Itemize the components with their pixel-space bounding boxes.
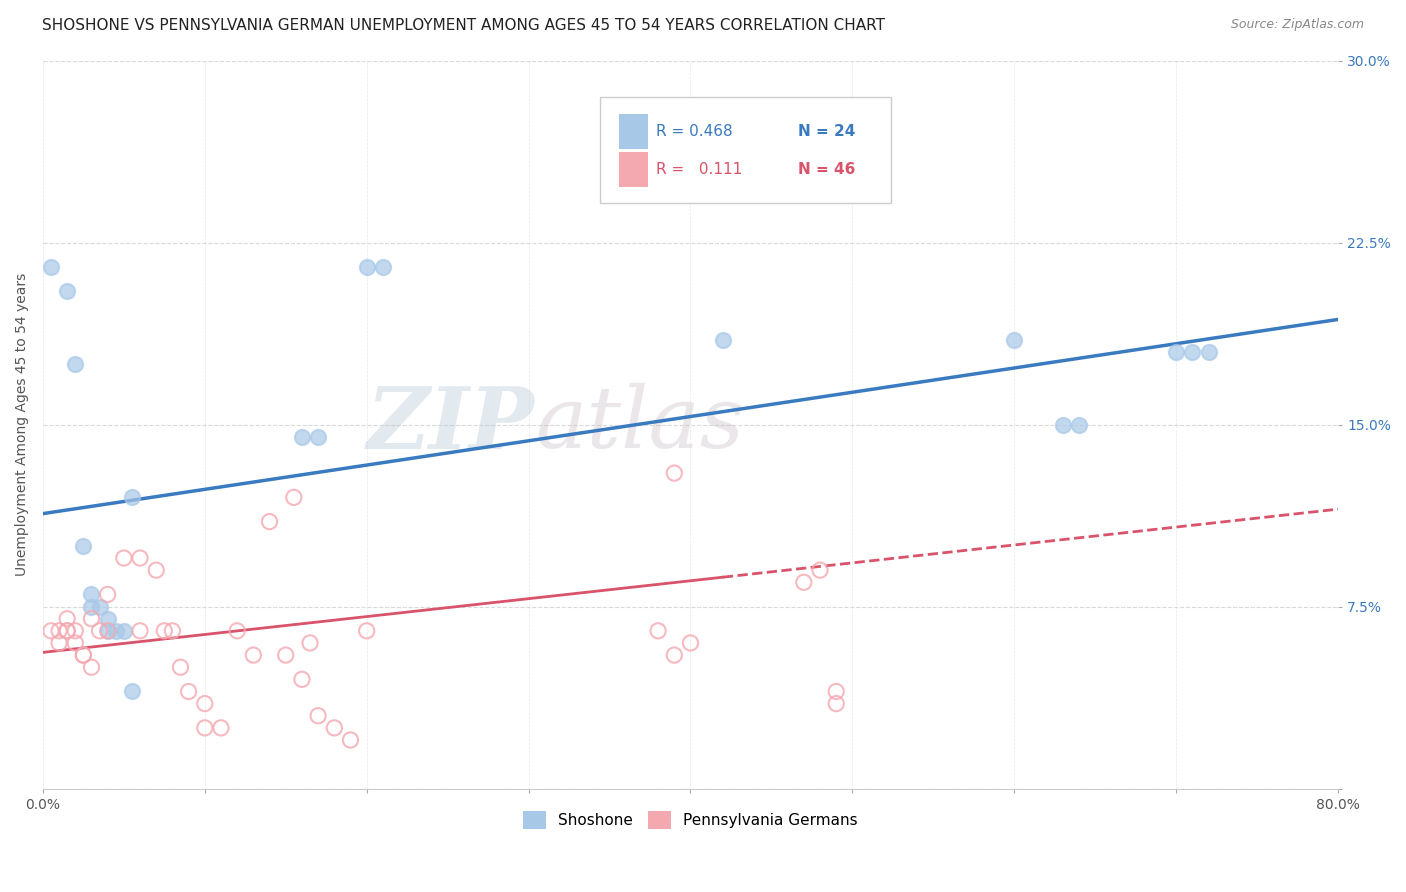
Text: Source: ZipAtlas.com: Source: ZipAtlas.com <box>1230 18 1364 31</box>
Point <box>664 648 686 662</box>
Point <box>299 636 322 650</box>
Point <box>153 624 176 638</box>
Point <box>56 624 79 638</box>
Point <box>48 636 70 650</box>
Point <box>80 587 103 601</box>
Point <box>145 563 167 577</box>
FancyBboxPatch shape <box>619 114 648 149</box>
Point <box>80 660 103 674</box>
Point <box>65 636 87 650</box>
Point <box>169 660 191 674</box>
Point <box>1067 417 1090 432</box>
Point <box>65 357 87 371</box>
Point <box>72 539 94 553</box>
Point <box>1198 344 1220 359</box>
Point <box>65 624 87 638</box>
Point <box>177 684 200 698</box>
Text: N = 24: N = 24 <box>799 124 855 139</box>
Text: R =   0.111: R = 0.111 <box>655 162 742 178</box>
Point <box>323 721 346 735</box>
Point <box>339 733 361 747</box>
Text: atlas: atlas <box>536 384 744 466</box>
Point <box>97 624 120 638</box>
Point <box>825 697 848 711</box>
Point <box>242 648 264 662</box>
Point <box>1166 344 1188 359</box>
Point <box>259 515 281 529</box>
Point <box>129 624 152 638</box>
Point <box>664 466 686 480</box>
Point <box>194 697 217 711</box>
Point <box>825 684 848 698</box>
Point <box>56 612 79 626</box>
Point <box>97 612 120 626</box>
Point <box>72 648 94 662</box>
Point <box>679 636 702 650</box>
Point <box>80 612 103 626</box>
Point <box>56 284 79 298</box>
Legend: Shoshone, Pennsylvania Germans: Shoshone, Pennsylvania Germans <box>517 805 865 836</box>
Point <box>48 624 70 638</box>
Point <box>1181 344 1204 359</box>
Point <box>1002 333 1025 347</box>
Text: SHOSHONE VS PENNSYLVANIA GERMAN UNEMPLOYMENT AMONG AGES 45 TO 54 YEARS CORRELATI: SHOSHONE VS PENNSYLVANIA GERMAN UNEMPLOY… <box>42 18 886 33</box>
Point <box>841 102 863 116</box>
Point <box>283 491 305 505</box>
Y-axis label: Unemployment Among Ages 45 to 54 years: Unemployment Among Ages 45 to 54 years <box>15 273 30 576</box>
Text: ZIP: ZIP <box>367 383 536 467</box>
Text: N = 46: N = 46 <box>799 162 855 178</box>
FancyBboxPatch shape <box>600 97 891 202</box>
Point <box>39 624 62 638</box>
Point <box>209 721 232 735</box>
Point <box>356 624 378 638</box>
Point <box>89 599 111 614</box>
Point <box>307 430 329 444</box>
Point <box>793 575 815 590</box>
Point <box>1052 417 1074 432</box>
Point <box>194 721 217 735</box>
Point <box>121 684 143 698</box>
Point <box>104 624 127 638</box>
Point <box>72 648 94 662</box>
FancyBboxPatch shape <box>619 153 648 187</box>
Point <box>121 491 143 505</box>
Point <box>56 624 79 638</box>
Point <box>39 260 62 274</box>
Point <box>307 708 329 723</box>
Point <box>112 551 135 566</box>
Point <box>371 260 394 274</box>
Point <box>97 624 120 638</box>
Point <box>80 599 103 614</box>
Text: R = 0.468: R = 0.468 <box>655 124 733 139</box>
Point <box>112 624 135 638</box>
Point <box>274 648 297 662</box>
Point <box>226 624 249 638</box>
Point <box>291 673 314 687</box>
Point <box>647 624 669 638</box>
Point <box>129 551 152 566</box>
Point <box>356 260 378 274</box>
Point <box>89 624 111 638</box>
Point <box>162 624 184 638</box>
Point <box>808 563 831 577</box>
Point <box>97 587 120 601</box>
Point <box>711 333 734 347</box>
Point <box>291 430 314 444</box>
